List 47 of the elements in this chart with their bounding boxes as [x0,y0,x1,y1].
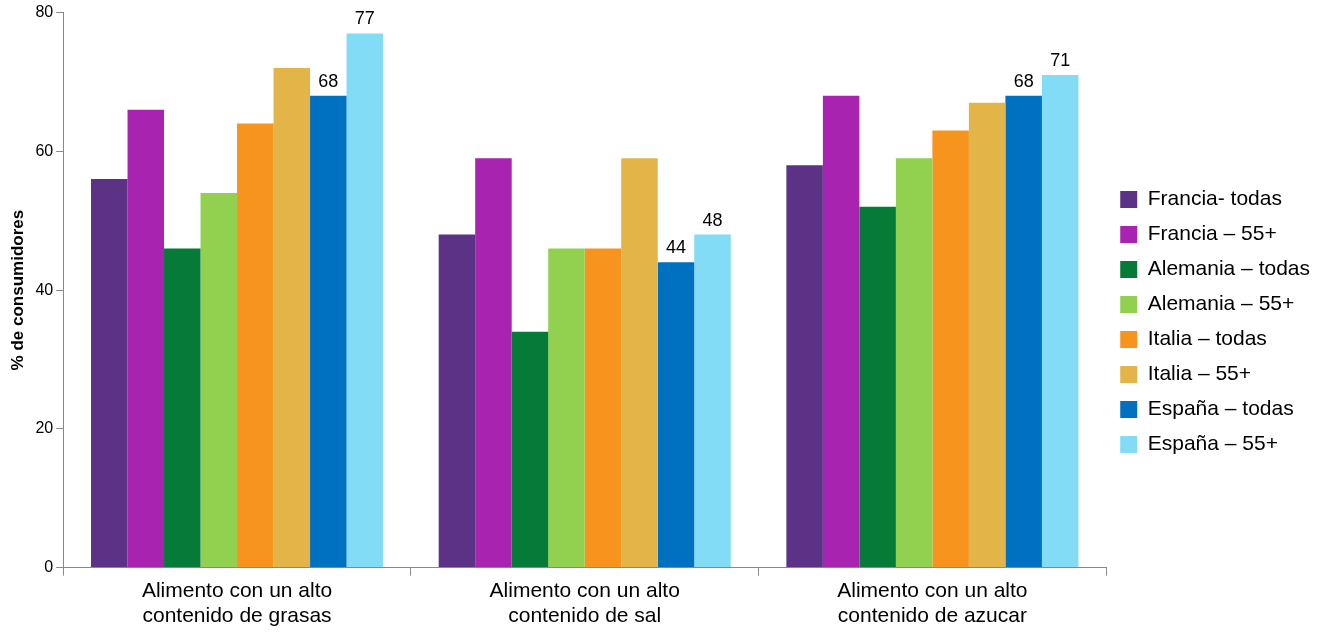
x-tick-label: Alimento con un alto contenido de azucar [837,578,1028,627]
data-label: 68 [318,70,339,91]
data-label: 68 [1013,70,1034,91]
y-tick-label: 20 [35,419,54,437]
bar [657,262,695,568]
bar [438,234,476,568]
bar [273,68,311,568]
bar [200,192,238,568]
bar [694,234,731,568]
y-tick-label: 40 [35,280,54,298]
bar [1041,75,1079,568]
y-tick-label: 0 [44,558,54,576]
legend-label: Francia – 55+ [1147,221,1277,245]
legend-label: España – 55+ [1147,431,1278,455]
legend-label: Italia – todas [1147,326,1267,350]
data-label: 71 [1050,50,1071,71]
bar [548,248,585,568]
bar [932,130,969,568]
bar [91,179,128,568]
bar [475,158,512,568]
bar [968,102,1006,568]
data-label: 44 [665,237,686,258]
bar [895,158,933,568]
y-axis-title: % de consumidores [7,209,27,371]
x-tick-label: Alimento con un alto contenido de sal [489,578,680,627]
bar [822,95,860,568]
bar [1005,95,1042,568]
data-label: 77 [354,8,375,29]
legend-label: Alemania – 55+ [1147,291,1295,315]
bar [346,33,384,568]
y-tick-label: 60 [35,141,54,159]
bar [127,109,165,568]
bar [511,331,549,568]
bar [859,206,896,568]
legend-label: Alemania – todas [1147,256,1311,280]
bar [310,95,347,568]
legend-label: España – todas [1147,396,1294,420]
bar [584,248,622,568]
y-tick-label: 80 [35,3,54,21]
bar [786,165,823,568]
bar [164,248,201,568]
x-tick-label: Alimento con un alto contenido de grasas [141,578,333,627]
bar [237,123,274,568]
bar [621,158,658,568]
legend-label: Italia – 55+ [1147,361,1252,385]
data-label: 48 [702,209,723,230]
legend-label: Francia- todas [1147,186,1282,210]
